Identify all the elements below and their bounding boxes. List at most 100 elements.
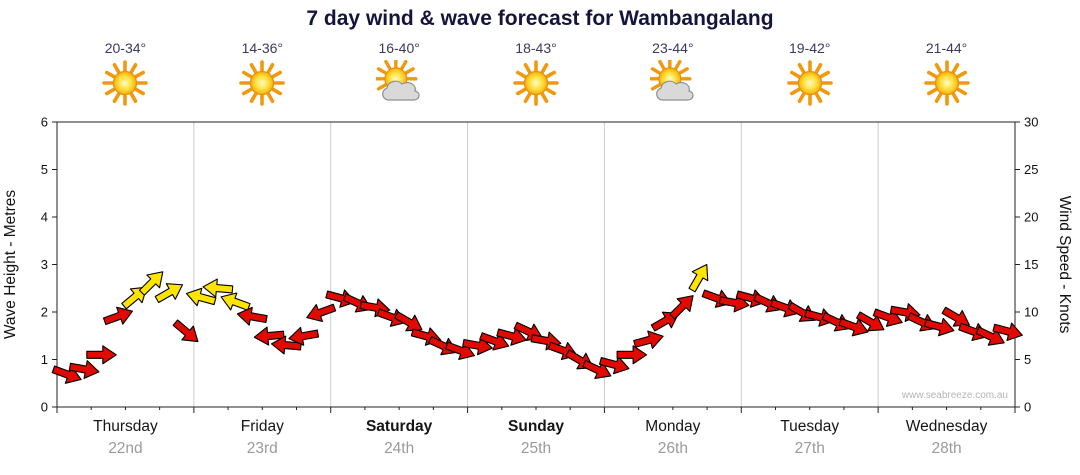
day-label-wednesday: Wednesday 28th <box>878 418 1015 458</box>
day-name: Wednesday <box>905 418 988 435</box>
day-name: Saturday <box>365 418 433 435</box>
sun-ray <box>797 63 806 74</box>
sun-ray <box>105 70 117 79</box>
weather-icon-slot <box>923 60 970 106</box>
plot-border <box>56 121 1016 408</box>
weather-icon-slot <box>374 57 422 106</box>
sun-core <box>523 70 549 96</box>
day-name: Friday <box>240 418 284 435</box>
temperature-range: 16-40° <box>378 40 420 56</box>
right-tick-label: 30 <box>1024 115 1038 130</box>
sun-ray <box>242 87 254 96</box>
sun-ray <box>926 70 938 79</box>
sun-core <box>250 70 275 96</box>
sun-ray <box>516 87 527 96</box>
wind-arrow <box>598 355 630 375</box>
day-date: 24th <box>384 440 415 457</box>
sun-ray <box>544 70 557 79</box>
sun-ray <box>789 87 801 96</box>
sun-ray <box>271 87 283 96</box>
weather-icon-slot <box>513 60 559 106</box>
wind-arrow <box>633 330 664 349</box>
sun-ray <box>266 63 275 74</box>
day-label-monday: Monday 26th <box>604 418 741 458</box>
sun-ray <box>951 63 959 74</box>
sun-ray <box>400 59 408 71</box>
wind-arrow <box>306 303 337 323</box>
sun-ray <box>249 63 258 74</box>
day-date: 26th <box>657 440 688 457</box>
sun-core <box>934 70 959 96</box>
cloud <box>382 80 420 101</box>
wind-arrow <box>616 345 648 365</box>
sun-ray <box>129 91 138 104</box>
day-header-tuesday: 19-42° <box>741 40 878 106</box>
cloud <box>655 80 694 101</box>
day-date: 23rd <box>246 440 278 457</box>
wind-arrow <box>86 345 117 365</box>
wind-arrow <box>220 292 251 311</box>
wind-arrow <box>253 326 285 346</box>
day-label-tuesday: Tuesday 27th <box>741 418 878 458</box>
sun-ray <box>814 63 823 74</box>
day-label-saturday: Saturday 24th <box>331 418 468 458</box>
temperature-range: 20-34° <box>104 40 147 56</box>
wind-arrow <box>669 295 694 320</box>
sun-ray <box>934 91 943 104</box>
sun-ray <box>404 67 415 75</box>
sun-ray <box>540 91 549 104</box>
day-name: Thursday <box>93 418 158 435</box>
sun-ray <box>271 70 283 79</box>
day-header-thursday: 20-34° <box>57 40 194 106</box>
sun-ray <box>818 70 830 79</box>
day-name: Tuesday <box>780 418 840 435</box>
sun-ray <box>797 91 806 104</box>
weather-icon-slot <box>786 60 833 106</box>
sun-ray <box>955 70 967 79</box>
sun-ray <box>934 63 943 74</box>
day-name: Sunday <box>508 418 564 435</box>
sun-ray <box>673 59 682 71</box>
sun-ray <box>678 67 689 75</box>
sun-core <box>113 70 138 96</box>
sun-ray <box>242 70 254 79</box>
sun-ray <box>113 63 121 74</box>
day-header-sunday: 18-43° <box>468 40 605 106</box>
sun-ray <box>544 87 557 96</box>
wind-arrow <box>68 360 100 379</box>
wind-arrow <box>202 278 234 298</box>
left-tick-label: 5 <box>41 162 48 177</box>
watermark: www.seabreeze.com.au <box>901 390 1008 401</box>
right-tick-label: 15 <box>1024 257 1038 272</box>
wind-arrow <box>650 311 680 332</box>
wind-arrow <box>138 271 164 296</box>
left-tick-label: 2 <box>41 305 48 320</box>
wind-arrow <box>154 283 184 304</box>
left-axis-title: Wave Height - Metres <box>2 190 19 340</box>
right-tick-label: 20 <box>1024 210 1038 225</box>
weather-icon-slot <box>648 57 696 106</box>
day-header-saturday: 16-40° <box>331 40 468 106</box>
left-tick-label: 6 <box>41 115 48 130</box>
sun-ray <box>134 70 146 79</box>
day-date: 28th <box>931 440 962 457</box>
right-axis-title: Wind Speed - Knots <box>1056 196 1073 334</box>
sun-ray <box>951 91 959 104</box>
sunny-icon <box>513 60 559 106</box>
day-date: 25th <box>520 440 552 457</box>
wind-arrow <box>923 317 955 337</box>
sun-ray <box>113 91 122 104</box>
right-tick-label: 10 <box>1024 305 1038 320</box>
weather-icon-slot <box>102 60 149 106</box>
sun-ray <box>926 87 938 96</box>
sunny-icon <box>102 60 149 106</box>
page-title: 7 day wind & wave forecast for Wambangal… <box>306 7 774 30</box>
sunny-icon <box>786 60 833 106</box>
wind-arrow <box>102 306 133 326</box>
wind-arrow <box>236 306 268 326</box>
day-label-thursday: Thursday 22nd <box>57 418 194 458</box>
left-tick-label: 0 <box>41 400 48 415</box>
day-header-friday: 14-36° <box>194 40 331 106</box>
sun-ray <box>540 63 549 74</box>
